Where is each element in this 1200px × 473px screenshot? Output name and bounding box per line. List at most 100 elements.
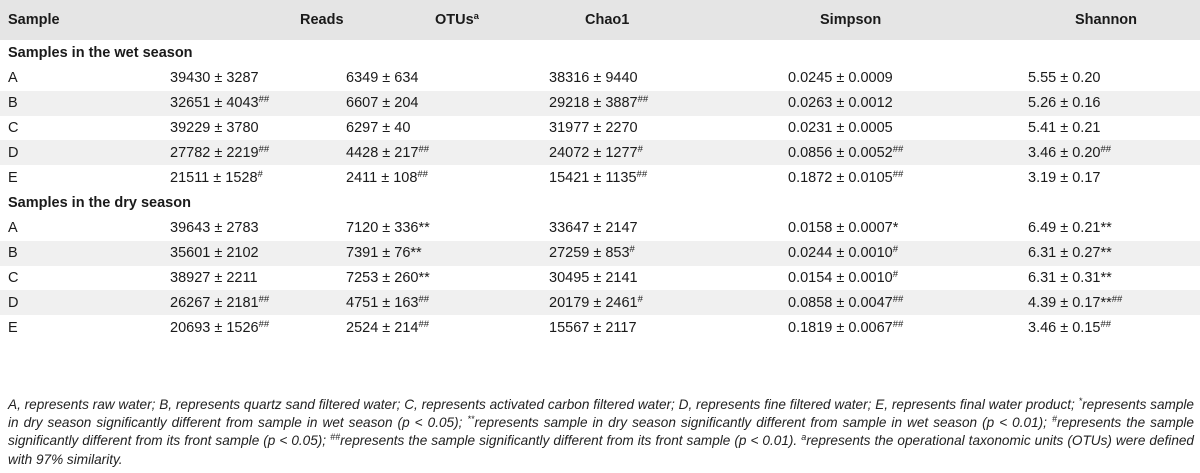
cell-shannon: 3.46 ± 0.20##	[1000, 140, 1200, 165]
cell-chao1: 15421 ± 1135##	[540, 165, 760, 190]
cell-simpson: 0.1872 ± 0.0105##	[760, 165, 1000, 190]
cell-shannon-value: 6.49 ± 0.21**	[1028, 220, 1112, 237]
cell-reads-significance: ##	[258, 318, 270, 330]
cell-shannon: 6.31 ± 0.27**	[1000, 241, 1200, 266]
cell-simpson-significance: ##	[892, 168, 904, 180]
cell-reads-value: 39430 ± 3287	[170, 70, 259, 87]
header-chao1: Chao1	[585, 12, 630, 28]
cell-reads: 27782 ± 2219##	[140, 140, 340, 165]
cell-chao1: 27259 ± 853#	[540, 241, 760, 266]
cell-otus: 2524 ± 214##	[340, 315, 540, 340]
cell-sample: A	[8, 220, 18, 237]
cell-otus: 7120 ± 336**	[340, 216, 540, 241]
cell-otus-significance: ##	[418, 143, 430, 155]
cell-reads-significance: #	[257, 168, 263, 180]
cell-simpson-significance: ##	[892, 293, 904, 305]
cell-chao1-value: 15421 ± 1135	[549, 169, 637, 186]
cell-otus-value: 6297 ± 40	[346, 119, 411, 136]
cell-simpson-significance: ##	[892, 318, 904, 330]
cell-reads: 21511 ± 1528#	[140, 165, 340, 190]
cell-shannon: 4.39 ± 0.17**##	[1000, 290, 1200, 315]
cell-simpson-value: 0.0858 ± 0.0047	[788, 294, 893, 311]
cell-shannon-value: 5.41 ± 0.21	[1028, 119, 1101, 136]
cell-chao1: 20179 ± 2461#	[540, 290, 760, 315]
cell-simpson: 0.0158 ± 0.0007*	[760, 216, 1000, 241]
cell-otus: 6349 ± 634	[340, 66, 540, 91]
cell-shannon-value: 3.46 ± 0.15	[1028, 319, 1101, 336]
header-shannon: Shannon	[1075, 12, 1138, 28]
header-simpson: Simpson	[820, 12, 882, 28]
cell-otus: 6297 ± 40	[340, 116, 540, 141]
footnote-symbol-3: #	[1051, 414, 1057, 425]
cell-reads-value: 32651 ± 4043	[170, 95, 259, 112]
cell-chao1-significance: ##	[636, 168, 648, 180]
cell-shannon-value: 5.55 ± 0.20	[1028, 70, 1101, 87]
cell-chao1-significance: #	[637, 293, 643, 305]
cell-shannon-value: 5.26 ± 0.16	[1028, 95, 1101, 112]
cell-reads-value: 26267 ± 2181	[170, 294, 259, 311]
cell-sample: C	[8, 119, 19, 136]
table-row: C 39229 ± 3780 6297 ± 40 31977 ± 2270 0.0231…	[0, 116, 1200, 141]
cell-shannon-significance: ##	[1111, 293, 1123, 305]
section-title-dry: Samples in the dry season	[8, 194, 191, 211]
cell-shannon-value: 4.39 ± 0.17**	[1028, 294, 1112, 311]
cell-otus-value: 2524 ± 214	[346, 319, 419, 336]
header-otus-label: OTUs	[435, 12, 474, 28]
cell-chao1-value: 15567 ± 2117	[549, 319, 637, 336]
cell-chao1-value: 29218 ± 3887	[549, 95, 638, 112]
cell-otus: 6607 ± 204	[340, 91, 540, 116]
cell-reads: 38927 ± 2211	[140, 266, 340, 291]
cell-reads: 32651 ± 4043##	[140, 91, 340, 116]
cell-chao1: 29218 ± 3887##	[540, 91, 760, 116]
cell-sample: D	[8, 294, 19, 311]
cell-reads-value: 39643 ± 2783	[170, 220, 259, 237]
footnote-symbol-4: ##	[330, 432, 341, 443]
table-row: B 35601 ± 2102 7391 ± 76** 27259 ± 853# 0.02…	[0, 240, 1200, 266]
cell-otus-value: 6607 ± 204	[346, 95, 419, 112]
footnote-symbol-2: **	[467, 414, 475, 425]
cell-chao1: 38316 ± 9440	[540, 66, 760, 91]
cell-otus: 7253 ± 260**	[340, 266, 540, 291]
footnote-part-2: represents sample in dry season signific…	[8, 397, 1194, 431]
cell-otus-value: 7391 ± 76**	[346, 245, 422, 262]
cell-simpson-value: 0.0856 ± 0.0052	[788, 144, 893, 161]
cell-sample: B	[8, 245, 18, 262]
cell-otus-value: 7120 ± 336**	[346, 220, 430, 237]
cell-chao1-significance: #	[629, 244, 635, 256]
table-row: D 26267 ± 2181## 4751 ± 163## 20179 ± 2461#…	[0, 290, 1200, 316]
cell-shannon-value: 3.46 ± 0.20	[1028, 144, 1101, 161]
cell-simpson-value: 0.1819 ± 0.0067	[788, 319, 893, 336]
footnote-symbol-1: *	[1078, 396, 1083, 406]
cell-simpson-value: 0.0245 ± 0.0009	[788, 70, 893, 87]
cell-otus-value: 6349 ± 634	[346, 70, 419, 87]
cell-shannon: 6.49 ± 0.21**	[1000, 216, 1200, 241]
cell-reads-value: 21511 ± 1528	[170, 169, 258, 186]
cell-otus-significance: ##	[418, 318, 430, 330]
cell-chao1-value: 33647 ± 2147	[549, 220, 638, 237]
header-otus-sup: a	[473, 11, 479, 22]
cell-sample: C	[8, 269, 19, 286]
cell-simpson-value: 0.0231 ± 0.0005	[788, 119, 893, 136]
cell-sample: E	[8, 319, 18, 336]
cell-reads-value: 38927 ± 2211	[170, 269, 258, 286]
cell-reads: 35601 ± 2102	[140, 241, 340, 266]
header-otus: OTUsa	[340, 0, 540, 40]
cell-shannon-significance: ##	[1100, 318, 1112, 330]
section-row-wet: Samples in the wet season	[0, 40, 1200, 66]
header-reads: Reads	[300, 12, 344, 28]
table-body: Samples in the wet season A 39430 ± 3287 6…	[0, 40, 1200, 340]
cell-simpson: 0.0263 ± 0.0012	[760, 91, 1000, 116]
cell-reads: 26267 ± 2181##	[140, 290, 340, 315]
cell-otus-significance: ##	[418, 293, 430, 305]
cell-simpson-significance: #	[892, 268, 899, 280]
cell-reads-value: 20693 ± 1526	[170, 319, 259, 336]
alpha-diversity-table: Sample Reads OTUsa Chao1 Simpson Shannon…	[0, 0, 1200, 340]
cell-reads: 39229 ± 3780	[140, 116, 340, 141]
footnote-symbol-5: a	[801, 432, 807, 443]
cell-reads-value: 39229 ± 3780	[170, 119, 259, 136]
footnote-part-1: A, represents raw water; B, represents q…	[8, 397, 1079, 412]
table-row: D 27782 ± 2219## 4428 ± 217## 24072 ± 1277#…	[0, 140, 1200, 166]
cell-chao1-value: 27259 ± 853	[549, 245, 630, 262]
table-row: B 32651 ± 4043## 6607 ± 204 29218 ± 3887## 0…	[0, 90, 1200, 116]
cell-chao1-value: 20179 ± 2461	[549, 294, 638, 311]
